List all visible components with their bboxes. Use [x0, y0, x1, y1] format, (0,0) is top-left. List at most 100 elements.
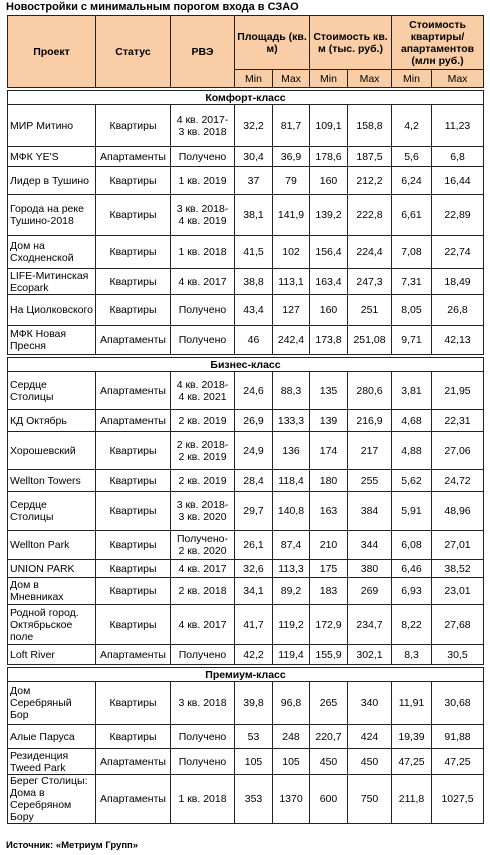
table-row: На Циолковского Квартиры Получено 43,4 127 16…: [7, 294, 485, 326]
table-cell: 102: [271, 235, 311, 269]
table-cell: 87,4: [271, 530, 311, 560]
section-row: Комфорт-класс: [6, 90, 485, 105]
table-cell: 91,88: [431, 724, 485, 749]
table-cell: 6,61: [391, 194, 433, 236]
table-cell: 27,01: [431, 530, 485, 560]
table-cell: 450: [347, 748, 393, 775]
table-cell: 39,8: [234, 681, 273, 725]
table-cell: 424: [347, 724, 393, 749]
table-cell: 178,6: [309, 146, 349, 167]
table-cell: 28,4: [234, 469, 273, 492]
project-cell: Дом Серебряный Бор: [7, 681, 96, 725]
table-row: Родной город. Октябрьское поле Квартиры 4 …: [7, 604, 485, 645]
table-cell: Апартаменты: [95, 644, 171, 665]
table-cell: 224,4: [347, 235, 393, 269]
table-cell: 30,68: [431, 681, 485, 725]
project-cell: Родной город. Октябрьское поле: [7, 604, 96, 645]
table-cell: 172,9: [309, 604, 349, 645]
table-cell: 247,3: [347, 268, 393, 295]
table-cell: 47,25: [391, 748, 433, 775]
table-cell: 9,71: [391, 325, 433, 355]
subheader-cell: Min: [309, 69, 349, 88]
table-cell: 5,62: [391, 469, 433, 492]
table-row: КД Октябрь Апартаменты 2 кв. 2019 26,9 133,3…: [7, 409, 485, 432]
project-cell: LIFE-Митинская Ecopark: [7, 268, 96, 295]
table-cell: Апартаменты: [95, 371, 171, 410]
table-cell: Получено: [170, 644, 235, 665]
table-cell: Получено: [170, 748, 235, 775]
table-cell: 222,8: [347, 194, 393, 236]
table-row: Сердце Столицы Квартиры 3 кв. 2018- 3 кв. …: [7, 491, 485, 531]
table-cell: 118,4: [271, 469, 311, 492]
table-cell: 135: [309, 371, 349, 410]
table-cell: 34,1: [234, 577, 273, 605]
table-row: Берег Столицы: Дома в Серебряном Бору Апа…: [7, 774, 485, 824]
table-title: Новостройки с минимальным порогом входа …: [6, 1, 299, 13]
header-row: Проект Статус РВЭ Площадь (кв. м) Стоимость …: [7, 15, 485, 88]
table-cell: 4,88: [391, 431, 433, 470]
table-cell: 187,5: [347, 146, 393, 167]
table-cell: 7,31: [391, 268, 433, 295]
table-cell: 113,3: [271, 559, 311, 578]
table-cell: Апартаменты: [95, 146, 171, 167]
table-cell: 251,08: [347, 325, 393, 355]
project-cell: МФК Новая Пресня: [7, 325, 96, 355]
table-cell: Квартиры: [95, 681, 171, 725]
table-cell: Квартиры: [95, 268, 171, 295]
table-row: Резиденция Tweed Park Апартаменты Получено…: [7, 748, 485, 775]
table-cell: 88,3: [271, 371, 311, 410]
table-cell: 212,2: [347, 166, 393, 195]
table-row: UNION PARK Квартиры 4 кв. 2017 32,6 113,3 175…: [7, 559, 485, 578]
table-cell: 8,3: [391, 644, 433, 665]
table-cell: 600: [309, 774, 349, 824]
table-cell: 158,8: [347, 104, 393, 147]
table-row: Loft River Апартаменты Получено 42,2 119,4 15…: [7, 644, 485, 665]
table-row: Лидер в Тушино Квартиры 1 кв. 2019 37 79 160 2…: [7, 166, 485, 195]
header-cell: Стоимость кв. м (тыс. руб.): [309, 15, 393, 70]
header-cell: Площадь (кв. м): [233, 15, 311, 70]
table-cell: 3,81: [391, 371, 433, 410]
table-cell: 163: [309, 491, 349, 531]
table-cell: 105: [234, 748, 273, 775]
section-title: Комфорт-класс: [6, 90, 485, 105]
table-cell: Квартиры: [95, 469, 171, 492]
table-cell: 24,9: [234, 431, 273, 470]
table-cell: 89,2: [271, 577, 311, 605]
table-cell: 38,8: [234, 268, 273, 295]
table-cell: 127: [271, 294, 311, 326]
table-cell: 344: [347, 530, 393, 560]
table-cell: 42,13: [431, 325, 485, 355]
table-cell: 26,8: [431, 294, 485, 326]
section-row: Бизнес-класс: [6, 357, 485, 372]
table-cell: Квартиры: [95, 194, 171, 236]
table-row: Дом на Сходненской Квартиры 1 кв. 2018 41,5…: [7, 235, 485, 269]
subheader-cell: Max: [347, 69, 393, 88]
table-cell: 220,7: [309, 724, 349, 749]
project-cell: МИР Митино: [7, 104, 96, 147]
table-cell: 38,1: [234, 194, 273, 236]
table-cell: 22,31: [431, 409, 485, 432]
table-row: МФК Новая Пресня Апартаменты Получено 46 242…: [7, 325, 485, 355]
table-cell: 30,5: [431, 644, 485, 665]
table-cell: Квартиры: [95, 604, 171, 645]
table-cell: 139: [309, 409, 349, 432]
table-cell: 47,25: [431, 748, 485, 775]
table-cell: 24,72: [431, 469, 485, 492]
table-cell: 251: [347, 294, 393, 326]
table-row: Сердце Столицы Апартаменты 4 кв. 2018- 4 к…: [7, 371, 485, 410]
table-cell: 2 кв. 2018: [170, 577, 235, 605]
table-row: Wellton Towers Квартиры 2 кв. 2019 28,4 118,…: [7, 469, 485, 492]
table-cell: 43,4: [234, 294, 273, 326]
table-cell: 248: [271, 724, 311, 749]
table-cell: 133,3: [271, 409, 311, 432]
table-cell: 113,1: [271, 268, 311, 295]
table-cell: Получено: [170, 294, 235, 326]
project-cell: Берег Столицы: Дома в Серебряном Бору: [7, 774, 96, 824]
table-cell: 4 кв. 2017: [170, 604, 235, 645]
table-cell: Квартиры: [95, 104, 171, 147]
section-title: Премиум-класс: [6, 667, 485, 682]
table-cell: 42,2: [234, 644, 273, 665]
table-cell: 139,2: [309, 194, 349, 236]
table-cell: Квартиры: [95, 491, 171, 531]
table-cell: 750: [347, 774, 393, 824]
